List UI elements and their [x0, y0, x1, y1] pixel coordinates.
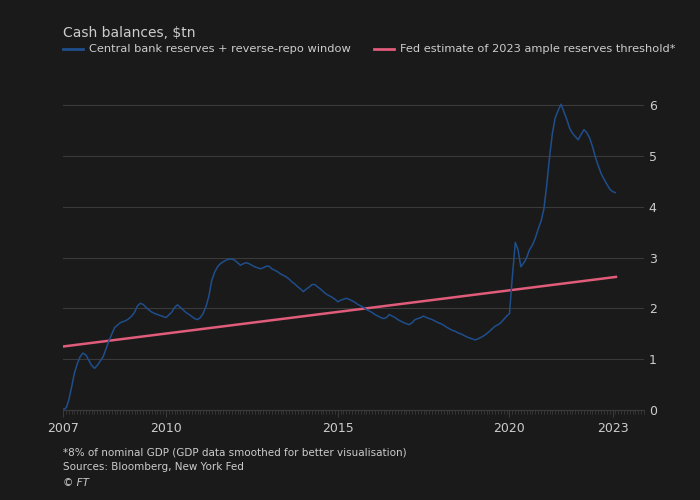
Text: © FT: © FT	[63, 478, 89, 488]
Legend: Central bank reserves + reverse-repo window, Fed estimate of 2023 ample reserves: Central bank reserves + reverse-repo win…	[63, 44, 676, 54]
Text: Sources: Bloomberg, New York Fed: Sources: Bloomberg, New York Fed	[63, 462, 244, 472]
Text: *8% of nominal GDP (GDP data smoothed for better visualisation): *8% of nominal GDP (GDP data smoothed fo…	[63, 448, 407, 458]
Text: Cash balances, $tn: Cash balances, $tn	[63, 26, 195, 40]
